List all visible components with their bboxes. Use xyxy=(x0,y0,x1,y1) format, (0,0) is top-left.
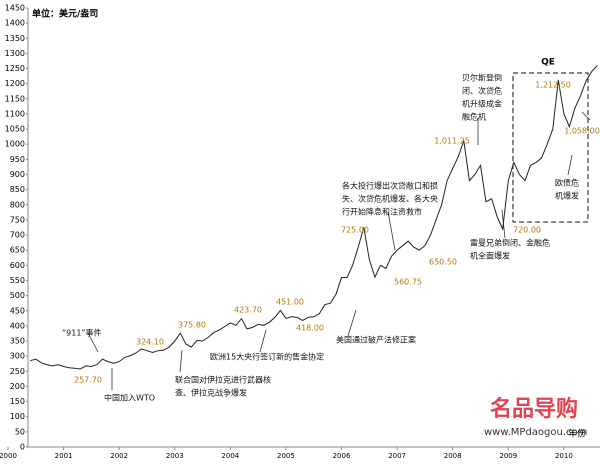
y-tick-label: 300 xyxy=(10,352,25,361)
event-note: 失、次贷危机爆发、各大央 xyxy=(342,194,438,204)
event-note: 闭、次贷危 xyxy=(462,86,502,96)
x-tick-label: 2009 xyxy=(499,452,517,460)
x-tick-label: 2004 xyxy=(221,452,239,460)
y-tick-label: 0 xyxy=(20,443,25,452)
y-tick-label: 900 xyxy=(10,170,25,179)
price-label: 375.80 xyxy=(178,321,206,330)
event-note: 中国加入WTO xyxy=(104,393,155,403)
watermark: 名品导购 xyxy=(490,396,578,422)
y-tick-label: 950 xyxy=(10,155,25,164)
y-tick-label: 50 xyxy=(15,427,25,436)
watermark-url: www.MPdaogou.com xyxy=(484,427,587,438)
price-label: 560.75 xyxy=(394,278,422,287)
event-note: 查、伊拉克战争爆发 xyxy=(175,388,247,398)
arrows xyxy=(87,111,591,390)
unit-label: 单位：美元/盎司 xyxy=(32,8,98,20)
price-label: 257.70 xyxy=(74,376,102,385)
price-label: 725.00 xyxy=(341,226,369,235)
y-tick-label: 650 xyxy=(10,246,25,255)
y-tick-label: 1450 xyxy=(5,4,25,13)
price-label: 418.00 xyxy=(296,324,324,333)
y-tick-label: 1100 xyxy=(5,109,25,118)
y-tick-label: 500 xyxy=(10,291,25,300)
event-note: 美国通过破产法修正案 xyxy=(336,335,416,345)
y-tick-label: 750 xyxy=(10,215,25,224)
x-tick-label: 2003 xyxy=(166,452,184,460)
y-tick-label: 350 xyxy=(10,337,25,346)
x-tick-label: 2005 xyxy=(277,452,295,460)
y-tick-label: 100 xyxy=(10,412,25,421)
event-note: 联合国对伊拉克进行武器核 xyxy=(175,375,271,385)
x-tick-label: 2006 xyxy=(333,452,351,460)
price-line xyxy=(30,65,598,370)
event-note: “911”事件 xyxy=(62,328,102,338)
y-tick-label: 150 xyxy=(10,397,25,406)
price-label: 1,058.00 xyxy=(564,127,600,136)
y-tick-label: 1200 xyxy=(5,79,25,88)
event-note: 欧债危 xyxy=(555,178,579,188)
y-tick-label: 1300 xyxy=(5,49,25,58)
x-tick-label: 2001 xyxy=(55,452,73,460)
y-tick-label: 450 xyxy=(10,306,25,315)
y-tick-label: 800 xyxy=(10,200,25,209)
x-tick-label: 2010 xyxy=(555,452,573,460)
price-label: 451.00 xyxy=(276,298,304,307)
event-note: 贝尔斯登倒 xyxy=(462,73,502,83)
y-tick-label: 600 xyxy=(10,261,25,270)
y-tick-label: 550 xyxy=(10,276,25,285)
price-label: 324.10 xyxy=(136,338,164,347)
event-note: 机升级成金 xyxy=(462,99,502,109)
price-label: 423.70 xyxy=(234,306,262,315)
y-tick-label: 1350 xyxy=(5,34,25,43)
event-note: 行开始降息和注资救市 xyxy=(342,207,422,217)
event-note: 欧洲15大央行签订新的售金协定 xyxy=(210,352,324,362)
price-label: 650.50 xyxy=(429,258,457,267)
y-tick-label: 250 xyxy=(10,367,25,376)
y-tick-label: 200 xyxy=(10,382,25,391)
y-tick-label: 850 xyxy=(10,185,25,194)
event-note: 机爆发 xyxy=(555,191,579,201)
price-label: 1,011.25 xyxy=(434,137,470,146)
y-tick-label: 700 xyxy=(10,231,25,240)
y-tick-label: 1000 xyxy=(5,140,25,149)
y-tick-label: 1400 xyxy=(5,19,25,28)
event-note: 雷曼兄弟倒闭、金融危 xyxy=(470,238,550,248)
y-tick-label: 1150 xyxy=(5,94,25,103)
x-tick-label: 2000 xyxy=(0,452,17,460)
event-note: 各大投行爆出次贷敞口和损 xyxy=(342,181,438,191)
qe-label: QE xyxy=(541,58,555,68)
x-tick-label: 2007 xyxy=(388,452,406,460)
x-tick-label: 2008 xyxy=(444,452,462,460)
event-note: 融危机 xyxy=(462,112,486,122)
x-tick-label: 2002 xyxy=(110,452,128,460)
price-label: 1,212.50 xyxy=(535,81,571,90)
y-tick-label: 1250 xyxy=(5,64,25,73)
event-note: 机全面爆发 xyxy=(470,251,510,261)
x-axis-label: 年份 xyxy=(568,428,586,440)
y-tick-label: 400 xyxy=(10,321,25,330)
y-tick-label: 1050 xyxy=(5,125,25,134)
price-label: 720.00 xyxy=(513,226,541,235)
